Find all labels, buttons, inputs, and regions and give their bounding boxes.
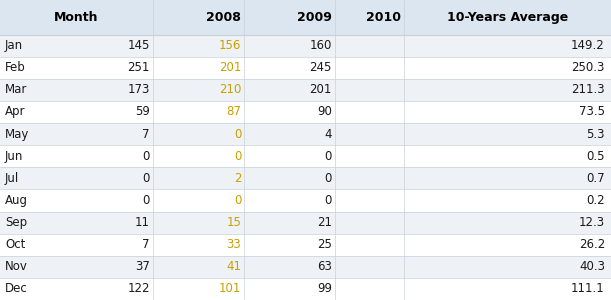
Text: 37: 37 [135,260,150,273]
Text: 0: 0 [324,194,332,207]
Text: Sep: Sep [5,216,27,229]
Text: 90: 90 [317,105,332,119]
Text: 245: 245 [309,61,332,74]
Text: 2010: 2010 [367,11,401,24]
Text: Month: Month [54,11,98,24]
Text: 0: 0 [324,150,332,163]
Text: Oct: Oct [5,238,25,251]
Text: 26.2: 26.2 [579,238,605,251]
Text: 149.2: 149.2 [571,39,605,52]
Text: 0.5: 0.5 [587,150,605,163]
Text: Feb: Feb [5,61,26,74]
Text: 11: 11 [134,216,150,229]
Text: 0: 0 [142,150,150,163]
Text: 173: 173 [127,83,150,96]
Text: 0.2: 0.2 [587,194,605,207]
Text: Jan: Jan [5,39,23,52]
Text: 2008: 2008 [207,11,241,24]
Text: 0: 0 [234,194,241,207]
Text: 87: 87 [227,105,241,119]
Text: 21: 21 [316,216,332,229]
Text: 101: 101 [219,282,241,296]
Text: 145: 145 [127,39,150,52]
Text: Nov: Nov [5,260,27,273]
Text: 201: 201 [219,61,241,74]
Text: 111.1: 111.1 [571,282,605,296]
Text: 41: 41 [226,260,241,273]
Text: 2009: 2009 [297,11,332,24]
Text: 2: 2 [234,172,241,185]
Text: 33: 33 [227,238,241,251]
Text: 0: 0 [142,172,150,185]
Bar [0,123,611,145]
Text: 160: 160 [309,39,332,52]
Text: Dec: Dec [5,282,27,296]
Text: 5.3: 5.3 [587,128,605,141]
Text: 99: 99 [316,282,332,296]
Text: 122: 122 [127,282,150,296]
Text: 59: 59 [135,105,150,119]
Text: 250.3: 250.3 [571,61,605,74]
Bar [0,234,611,256]
Bar [0,34,611,57]
Text: 211.3: 211.3 [571,83,605,96]
Text: Apr: Apr [5,105,26,119]
Bar [0,189,611,212]
Text: Mar: Mar [5,83,27,96]
Bar [0,101,611,123]
Bar [0,167,611,189]
Text: 7: 7 [142,128,150,141]
Text: 0: 0 [142,194,150,207]
Text: 0.7: 0.7 [587,172,605,185]
Text: 15: 15 [227,216,241,229]
Bar [0,278,611,300]
Bar [0,57,611,79]
Text: 12.3: 12.3 [579,216,605,229]
Text: May: May [5,128,29,141]
Text: 25: 25 [317,238,332,251]
Text: 0: 0 [234,128,241,141]
Text: 201: 201 [309,83,332,96]
Text: 210: 210 [219,83,241,96]
Text: 73.5: 73.5 [579,105,605,119]
Text: 0: 0 [324,172,332,185]
Text: 156: 156 [219,39,241,52]
Text: Jul: Jul [5,172,19,185]
Text: 0: 0 [234,150,241,163]
Text: Aug: Aug [5,194,28,207]
Text: 4: 4 [324,128,332,141]
Bar [0,212,611,234]
Text: 40.3: 40.3 [579,260,605,273]
Text: 251: 251 [127,61,150,74]
Text: 10-Years Average: 10-Years Average [447,11,568,24]
Bar [0,0,611,34]
Text: 63: 63 [317,260,332,273]
Bar [0,145,611,167]
Bar [0,79,611,101]
Bar [0,256,611,278]
Text: 7: 7 [142,238,150,251]
Text: Jun: Jun [5,150,23,163]
